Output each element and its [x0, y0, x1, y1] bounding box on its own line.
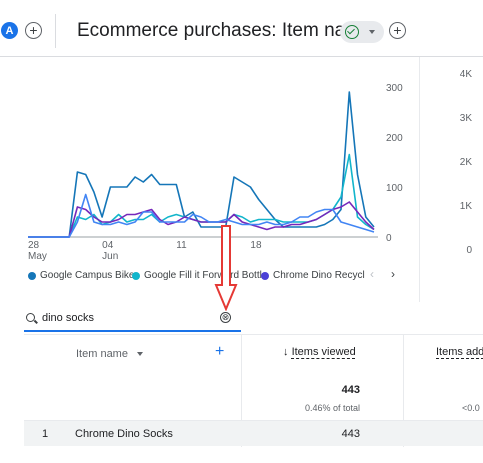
dimension-header[interactable]: Item name [76, 348, 128, 360]
search-input[interactable] [42, 309, 217, 327]
legend-label: Chrome Dino Recycl [273, 270, 365, 281]
items-added-header[interactable]: Items add [436, 346, 483, 358]
down-arrow-icon [214, 225, 238, 311]
chevron-down-icon [369, 30, 375, 34]
series-line-4 [28, 193, 375, 238]
add-filter-button[interactable]: + [389, 22, 406, 39]
x-tick-label: 28 [28, 240, 40, 251]
clear-search-icon[interactable]: ⊗ [220, 312, 231, 323]
legend-item-2[interactable]: Google Fill it Forward Bottle [132, 270, 267, 281]
x-tick-sublabel: Jun [102, 251, 118, 262]
sort-desc-icon: ↓ [283, 346, 289, 358]
add-dimension-button[interactable]: + [215, 343, 225, 360]
items-viewed-header[interactable]: ↓ Items viewed [283, 346, 356, 358]
chevron-down-icon[interactable] [137, 352, 143, 356]
x-tick-label: 11 [176, 240, 187, 251]
x-tick-label: 04 [102, 240, 114, 251]
y-tick-label: 0 [386, 233, 392, 244]
row-items-viewed: 443 [341, 428, 360, 440]
legend-label: Google Fill it Forward Bottle [144, 270, 268, 281]
add-comparison-button[interactable]: + [25, 22, 42, 39]
line-chart: 300 200 100 0 28 May 04 Jun 11 18 4K 3K 2K 1K 0 [0, 57, 483, 302]
table-header: Item name + ↓ Items viewed Items add 443… [24, 334, 483, 420]
table-row[interactable]: 1 Chrome Dino Socks 443 [24, 420, 483, 446]
total-items-viewed-pct: 0.46% of total [304, 403, 360, 413]
header-divider [55, 14, 56, 48]
row-index: 1 [42, 428, 49, 440]
legend-next-button[interactable]: › [391, 267, 395, 281]
secondary-y-tick-label: 1K [460, 201, 473, 212]
page-title: Ecommerce purchases: Item name [77, 20, 372, 41]
legend-item-3[interactable]: Chrome Dino Recycl [261, 270, 365, 281]
status-dropdown[interactable] [340, 21, 384, 43]
y-tick-label: 300 [386, 83, 403, 94]
series-line-3 [28, 201, 375, 238]
legend-prev-button[interactable]: ‹ [370, 267, 374, 281]
legend-dot [28, 271, 36, 280]
secondary-y-tick-label: 2K [460, 157, 473, 168]
segment-badge[interactable]: A [1, 22, 18, 39]
row-item-name[interactable]: Chrome Dino Socks [75, 428, 173, 440]
legend-item-1[interactable]: Google Campus Bike [28, 270, 135, 281]
items-viewed-label: Items viewed [291, 346, 356, 358]
secondary-y-tick-label: 0 [466, 245, 472, 256]
column-divider [241, 334, 242, 447]
series-line-1 [28, 91, 375, 238]
check-circle-icon [345, 25, 359, 39]
total-items-added-pct: <0.0 [462, 403, 480, 413]
report-header: A + Ecommerce purchases: Item name + [0, 0, 483, 57]
legend-dot [261, 271, 269, 280]
legend-label: Google Campus Bike [40, 270, 135, 281]
y-tick-label: 200 [386, 133, 403, 144]
legend-dot [132, 271, 140, 280]
x-tick-sublabel: May [28, 251, 47, 262]
red-arrow-annotation [214, 225, 238, 311]
total-items-viewed: 443 [341, 384, 360, 396]
x-tick-label: 18 [250, 240, 262, 251]
chart-divider [419, 57, 420, 302]
secondary-y-tick-label: 3K [460, 113, 473, 124]
search-icon [26, 313, 35, 322]
column-divider [403, 334, 404, 447]
secondary-y-tick-label: 4K [460, 69, 473, 80]
y-tick-label: 100 [386, 183, 403, 194]
table-search: ⊗ [24, 306, 241, 332]
